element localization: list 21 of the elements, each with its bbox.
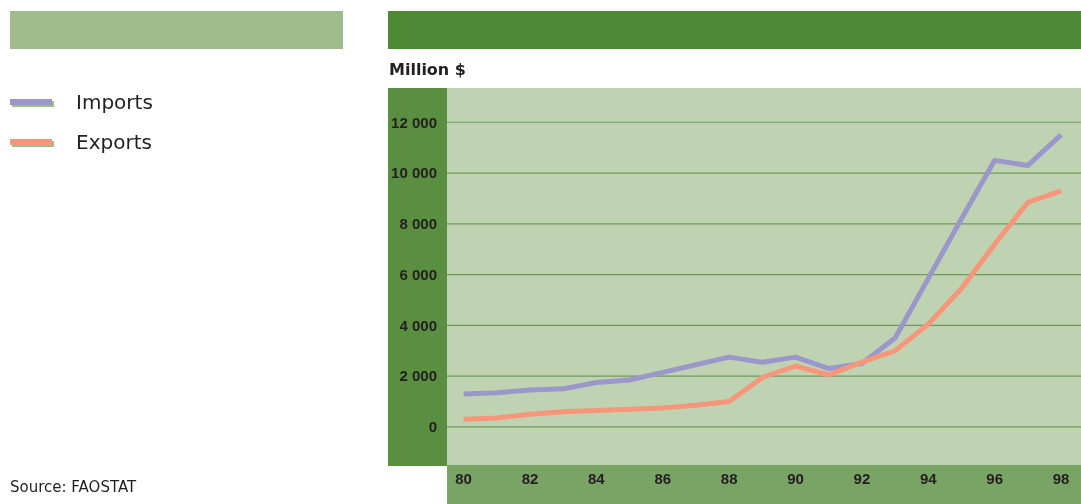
x-tick-label: 84 (588, 469, 606, 487)
y-tick-label: 0 (428, 418, 437, 436)
y-tick-label: 10 000 (391, 164, 437, 182)
y-tick-label: 6 000 (399, 265, 437, 283)
x-tick-label: 90 (787, 469, 804, 487)
y-tick-label: 12 000 (391, 113, 437, 131)
x-tick-label: 98 (1052, 469, 1070, 487)
legend-label: Exports (76, 130, 152, 154)
x-tick-label: 86 (654, 469, 672, 487)
x-tick-label: 80 (455, 469, 472, 487)
x-tick-label: 92 (853, 469, 871, 487)
x-tick-label: 94 (919, 469, 938, 487)
legend-label: Imports (76, 90, 153, 114)
source-note: Source: FAOSTAT (10, 478, 137, 496)
y-axis-title: Million $ (389, 60, 466, 79)
y-tick-label: 8 000 (399, 215, 437, 233)
x-tick-label: 96 (986, 469, 1004, 487)
y-tick-label: 2 000 (399, 367, 437, 385)
y-tick-label: 4 000 (399, 316, 437, 334)
x-tick-label: 88 (720, 469, 738, 487)
x-tick-label: 82 (521, 469, 539, 487)
